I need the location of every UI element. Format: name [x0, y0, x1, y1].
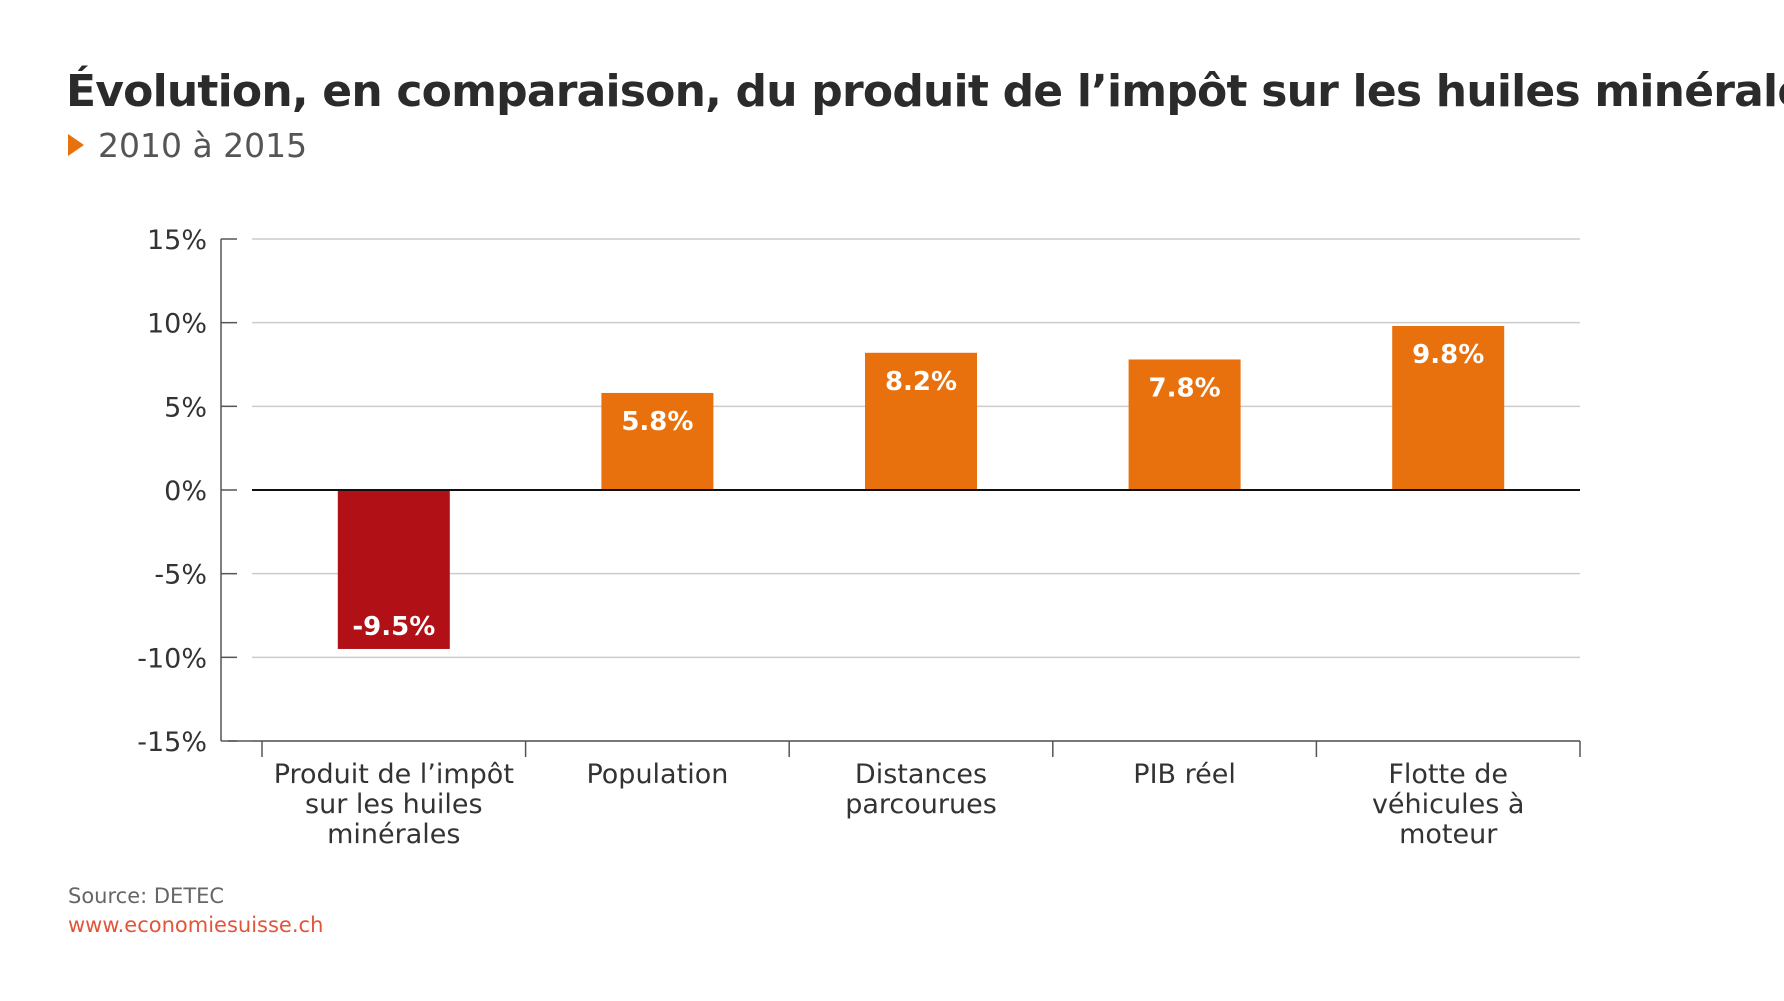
- y-tick-label: -10%: [137, 643, 207, 674]
- bar-value-label: 9.8%: [1412, 340, 1484, 370]
- chart-title: Évolution, en comparaison, du produit de…: [66, 66, 1784, 117]
- x-category-label: Produit de l’impôt: [274, 759, 514, 790]
- chart-subtitle: 2010 à 2015: [68, 124, 307, 168]
- x-category-label: véhicules à: [1372, 789, 1524, 820]
- bar-value-label: 8.2%: [885, 367, 957, 397]
- bar-value-label: 7.8%: [1149, 373, 1221, 403]
- bar-value-label: 5.8%: [621, 407, 693, 437]
- y-tick-label: -5%: [154, 560, 207, 591]
- y-tick-label: 0%: [164, 476, 207, 507]
- x-category-label: Flotte de: [1388, 759, 1508, 790]
- x-category-label: Distances: [855, 759, 987, 790]
- bar: [1392, 326, 1505, 490]
- triangle-marker-icon: [68, 134, 84, 156]
- bar: [337, 490, 450, 649]
- y-tick-label: 10%: [147, 309, 207, 340]
- x-category-label: moteur: [1399, 819, 1498, 850]
- bar: [1128, 359, 1241, 490]
- bar-value-label: -9.5%: [352, 612, 435, 642]
- bar: [601, 392, 714, 490]
- bar: [865, 352, 977, 490]
- x-category-label: Population: [586, 759, 728, 790]
- y-tick-label: 5%: [164, 392, 207, 423]
- source-note: Source: DETEC: [68, 884, 225, 908]
- y-tick-label: 15%: [147, 225, 207, 256]
- x-category-label: PIB réel: [1133, 759, 1236, 790]
- x-category-label: minérales: [327, 819, 460, 850]
- y-tick-label: -15%: [137, 727, 207, 758]
- subtitle-text: 2010 à 2015: [98, 126, 308, 165]
- x-category-label: sur les huiles: [305, 789, 483, 820]
- source-link[interactable]: www.economiesuisse.ch: [68, 913, 324, 937]
- x-category-label: parcourues: [845, 789, 997, 820]
